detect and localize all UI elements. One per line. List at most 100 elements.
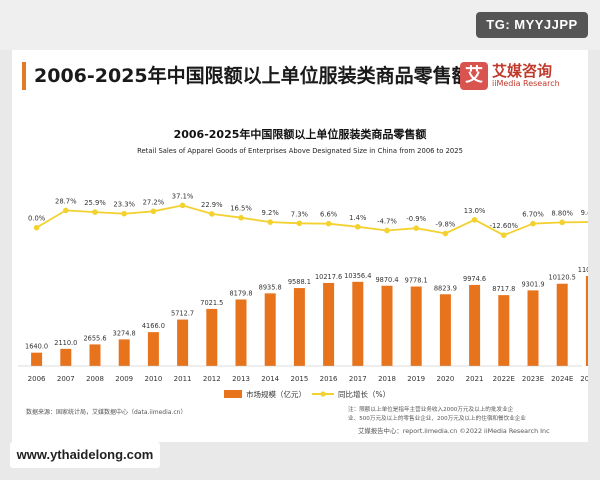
bar-2019 xyxy=(410,286,422,366)
title-accent-bar xyxy=(22,62,26,90)
growth-line-series: 0.0% 28.7% 25.9% 23.3% 27.2% 37.1% 22.9% 16.5% 9… xyxy=(28,192,588,238)
growth-point-2023E xyxy=(530,220,536,227)
x-tick-2013: 2013 xyxy=(232,375,250,383)
x-tick-2011: 2011 xyxy=(174,375,192,383)
growth-point-2022E xyxy=(501,232,507,238)
bar-series xyxy=(31,276,588,366)
bar-label-2012: 7021.5 xyxy=(200,299,223,307)
bar-2011 xyxy=(177,319,189,366)
bar-2008 xyxy=(89,344,101,366)
top-bar: TG: MYYJJPP xyxy=(0,0,600,50)
bar-label-2023E: 9301.9 xyxy=(521,280,544,288)
bar-label-2015: 9588.1 xyxy=(288,278,311,286)
bar-2010 xyxy=(147,332,159,366)
growth-label-2011: 37.1% xyxy=(172,192,194,200)
growth-label-2019: -0.9% xyxy=(406,215,426,223)
bar-2018 xyxy=(381,285,393,366)
growth-point-2024E xyxy=(559,219,565,226)
growth-label-2015: 7.3% xyxy=(291,210,309,218)
x-tick-2010: 2010 xyxy=(144,375,162,383)
x-tick-2009: 2009 xyxy=(115,375,133,383)
bar-label-2006: 1640.0 xyxy=(25,343,48,351)
growth-point-2017 xyxy=(355,224,361,230)
source-text: 数据来源：国家统计局，艾媒数据中心（data.iimedia.cn） xyxy=(26,408,186,416)
x-tick-2015: 2015 xyxy=(290,375,308,383)
bar-label-2010: 4166.0 xyxy=(142,322,165,330)
growth-label-2022E: -12.60% xyxy=(490,222,519,230)
bar-2009 xyxy=(118,339,130,366)
bar-2020 xyxy=(439,294,451,366)
bar-2006 xyxy=(31,352,43,366)
bar-label-2020: 8823.9 xyxy=(434,284,457,292)
bar-2025E xyxy=(585,276,588,366)
bar-2014 xyxy=(264,293,276,366)
x-tick-2016: 2016 xyxy=(320,375,338,383)
bar-2023E xyxy=(527,290,539,366)
growth-label-2012: 22.9% xyxy=(201,201,223,209)
report-text: 艾媒报告中心：report.iimedia.cn ©2022 iiMedia R… xyxy=(358,426,550,435)
growth-label-2023E: 6.70% xyxy=(522,211,544,219)
growth-point-2015 xyxy=(296,220,303,227)
bar-label-2016: 10217.6 xyxy=(315,273,342,281)
growth-label-2009: 23.3% xyxy=(113,201,135,209)
growth-label-2018: -4.7% xyxy=(377,217,397,225)
bar-2022E xyxy=(498,295,510,366)
legend-bar-label: 市场规模（亿元） xyxy=(246,389,306,399)
growth-point-2006 xyxy=(33,224,40,231)
bar-2021 xyxy=(469,284,481,366)
x-tick-2006: 2006 xyxy=(28,375,46,383)
bar-label-2025E: 11071.8 xyxy=(578,266,588,274)
bar-label-2009: 3274.8 xyxy=(113,329,136,337)
x-tick-2019: 2019 xyxy=(407,375,425,383)
growth-point-2008 xyxy=(92,209,98,215)
retail-sales-chart: 2006-2025年中国限额以上单位服装类商品零售额 Retail Sales … xyxy=(18,127,588,435)
chart-title: 2006-2025年中国限额以上单位服装类商品零售额 xyxy=(174,127,427,141)
bar-2016 xyxy=(323,282,335,366)
growth-point-2012 xyxy=(209,211,215,217)
bar-2024E xyxy=(556,283,568,366)
growth-label-2024E: 8.80% xyxy=(551,209,573,217)
bar-label-2011: 5712.7 xyxy=(171,310,194,318)
x-tick-2021: 2021 xyxy=(466,375,484,383)
logo-mark-icon: 艾 xyxy=(460,62,488,90)
page-title: 2006-2025年中国限额以上单位服装类商品零售额 xyxy=(34,65,471,87)
growth-label-2021: 13.0% xyxy=(464,207,486,215)
bar-2017 xyxy=(352,281,364,366)
x-tick-2024E: 2024E xyxy=(551,375,573,383)
x-tick-2007: 2007 xyxy=(57,375,75,383)
bar-label-2017: 10356.4 xyxy=(344,272,371,280)
legend-line-marker xyxy=(320,391,326,397)
x-tick-2022E: 2022E xyxy=(493,375,515,383)
legend-bar-swatch xyxy=(224,390,242,398)
bar-label-2014: 8935.8 xyxy=(259,283,282,291)
growth-label-2006: 0.0% xyxy=(28,215,46,223)
bar-label-2018: 9870.4 xyxy=(375,276,398,284)
growth-point-2021 xyxy=(471,217,478,223)
x-axis-ticks: 2006 2007 2008 2009 2010 2011 2012 2013 2014 2015… xyxy=(28,375,588,383)
bar-label-2007: 2110.0 xyxy=(54,339,77,347)
growth-point-2016 xyxy=(325,220,332,227)
growth-label-2013: 16.5% xyxy=(230,205,252,213)
note-line-2: 业、500万元及以上的零售业企业、200万元及以上的住宿和餐饮业企业 xyxy=(348,414,526,422)
growth-point-2020 xyxy=(442,230,449,237)
bar-label-2021: 9974.6 xyxy=(463,275,486,283)
x-tick-2018: 2018 xyxy=(378,375,396,383)
growth-label-2014: 9.2% xyxy=(262,209,280,217)
bar-2015 xyxy=(293,288,305,366)
growth-point-2009 xyxy=(121,210,127,217)
x-tick-2023E: 2023E xyxy=(522,375,544,383)
watermark-tg-badge: TG: MYYJJPP xyxy=(476,12,588,38)
growth-point-2018 xyxy=(384,227,390,234)
growth-label-2025E: 9.40% xyxy=(581,209,588,217)
growth-label-2020: -9.8% xyxy=(436,221,456,229)
legend-line-label: 同比增长（%） xyxy=(338,389,390,399)
growth-point-2013 xyxy=(238,214,244,221)
x-tick-2012: 2012 xyxy=(203,375,221,383)
growth-point-2007 xyxy=(63,207,69,214)
growth-label-2008: 25.9% xyxy=(84,199,106,207)
x-tick-2017: 2017 xyxy=(349,375,367,383)
growth-point-2011 xyxy=(179,202,186,209)
x-tick-2008: 2008 xyxy=(86,375,104,383)
bar-label-series: 1640.0 2110.0 2655.6 3274.8 4166.0 5712.7 7021… xyxy=(25,266,588,351)
watermark-site-url: www.ythaidelong.com xyxy=(10,442,160,468)
